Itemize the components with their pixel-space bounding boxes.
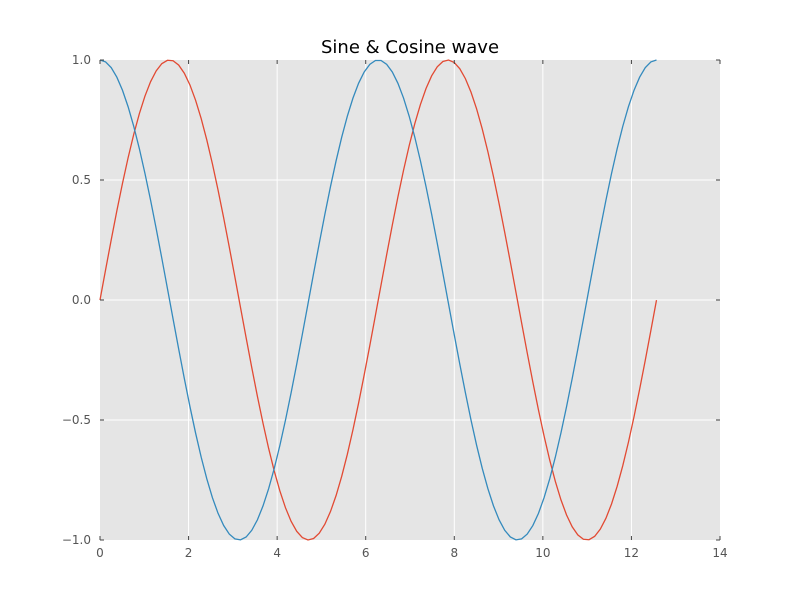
x-tick-label: 2	[185, 546, 193, 560]
grid-lines	[100, 60, 720, 540]
x-tick-label: 10	[535, 546, 550, 560]
x-tick-label: 4	[273, 546, 281, 560]
y-tick-labels: −1.0 −0.5 0.0 0.5 1.0	[62, 53, 91, 547]
y-tick-label: −1.0	[62, 533, 91, 547]
x-tick-label: 8	[450, 546, 458, 560]
x-tick-label: 6	[362, 546, 370, 560]
y-tick-label: 0.5	[72, 173, 91, 187]
x-tick-labels: 0 2 4 6 8 10 12 14	[96, 546, 727, 560]
chart-title: Sine & Cosine wave	[321, 37, 499, 58]
y-tick-label: −0.5	[62, 413, 91, 427]
axis-ticks	[99, 59, 721, 541]
series-line-cos	[99, 59, 657, 541]
y-tick-label: 0.0	[72, 293, 91, 307]
x-tick-label: 12	[624, 546, 639, 560]
x-tick-label: 0	[96, 546, 104, 560]
x-tick-label: 14	[712, 546, 727, 560]
y-tick-label: 1.0	[72, 53, 91, 67]
series-lines	[99, 59, 658, 541]
series-line-sin	[99, 59, 658, 541]
